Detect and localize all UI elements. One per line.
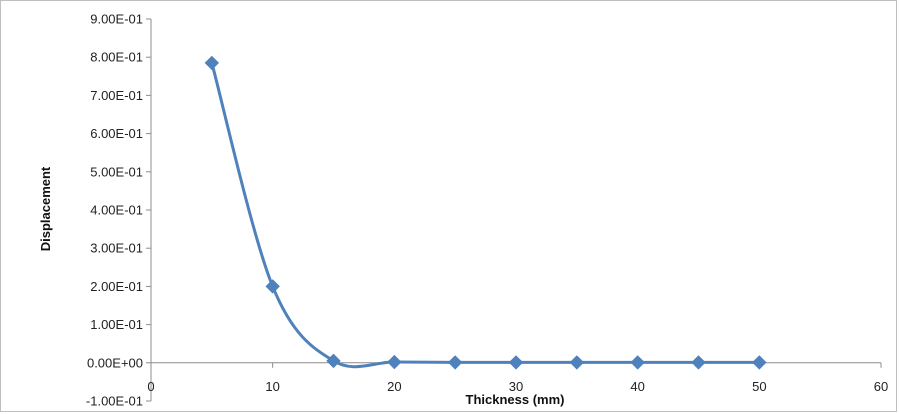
data-point-marker (326, 353, 341, 369)
y-tick-label: 9.00E-01 (90, 12, 143, 27)
y-tick-label: 2.00E-01 (90, 279, 143, 294)
data-point-marker (387, 354, 402, 370)
y-tick-label: 1.00E-01 (90, 317, 143, 332)
data-point-marker (752, 355, 767, 370)
x-tick-label: 10 (265, 379, 279, 394)
x-tick-label: 50 (752, 379, 766, 394)
x-tick-label: 30 (509, 379, 523, 394)
data-point-marker (569, 355, 585, 370)
y-axis-ticks: -1.00E-01 0.00E+00 1.00E-01 2.00E-01 3.00E-0… (86, 12, 151, 409)
data-point-marker (508, 355, 524, 370)
series-group (204, 55, 767, 370)
y-axis-title: Displacement (38, 166, 53, 251)
y-tick-label: 5.00E-01 (90, 164, 143, 179)
x-tick-label: 0 (147, 379, 154, 394)
data-point-marker (447, 355, 463, 370)
series-line (210, 62, 760, 369)
y-tick-label: 3.00E-01 (90, 241, 143, 256)
y-tick-label: 6.00E-01 (90, 126, 143, 141)
x-axis-title: Thickness (mm) (466, 392, 565, 407)
y-tick-label: 7.00E-01 (90, 88, 143, 103)
data-point-marker (204, 55, 220, 71)
y-tick-label: -1.00E-01 (86, 394, 143, 409)
y-tick-label: 8.00E-01 (90, 50, 143, 65)
y-tick-label: 0.00E+00 (87, 355, 143, 370)
x-tick-label: 20 (387, 379, 401, 394)
x-tick-label: 60 (874, 379, 888, 394)
x-tick-label: 40 (630, 379, 644, 394)
data-point-marker (691, 355, 706, 370)
data-point-marker (630, 355, 645, 370)
y-tick-label: 4.00E-01 (90, 203, 143, 218)
data-point-marker (265, 279, 280, 294)
